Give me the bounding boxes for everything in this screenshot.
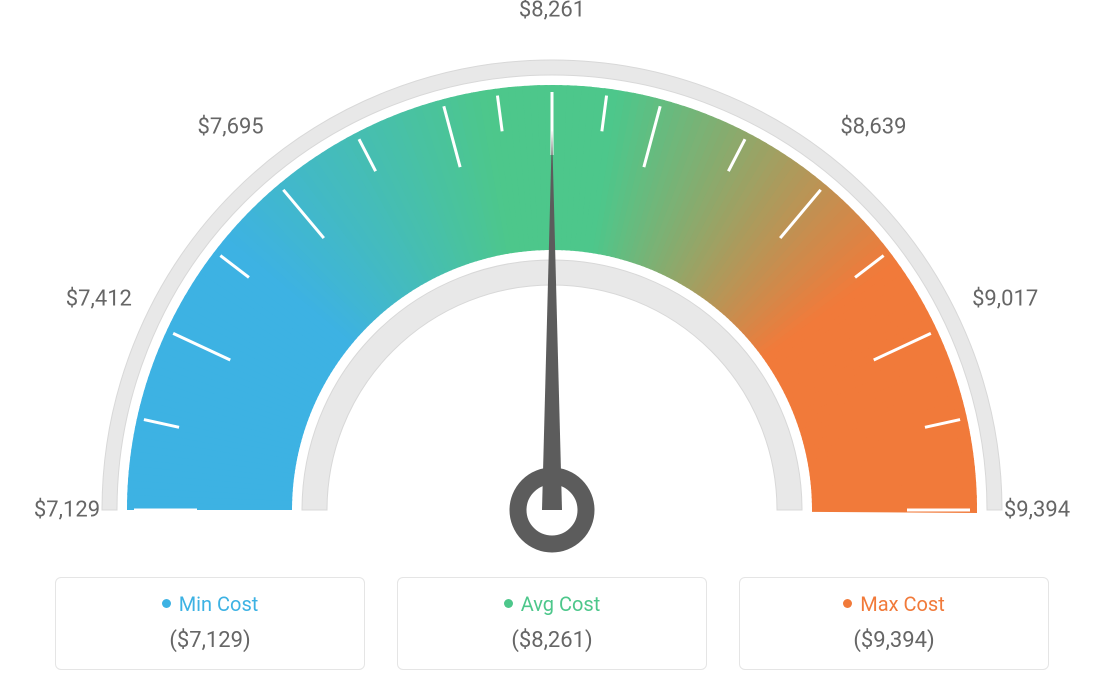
dot-icon [843, 599, 852, 608]
legend-row: Min Cost ($7,129) Avg Cost ($8,261) Max … [0, 577, 1104, 670]
gauge-scale-label: $7,695 [198, 114, 264, 139]
legend-title-max: Max Cost [750, 592, 1038, 616]
gauge-scale-label: $7,412 [66, 286, 132, 311]
legend-card-avg: Avg Cost ($8,261) [397, 577, 707, 670]
legend-card-max: Max Cost ($9,394) [739, 577, 1049, 670]
legend-value-max: ($9,394) [750, 628, 1038, 653]
dot-icon [162, 599, 171, 608]
legend-value-min: ($7,129) [66, 628, 354, 653]
legend-title-text: Min Cost [179, 592, 259, 616]
gauge-scale-label: $8,639 [840, 114, 906, 139]
legend-title-text: Max Cost [860, 592, 945, 616]
gauge-scale-label: $9,394 [1004, 498, 1070, 523]
gauge-scale-label: $8,261 [519, 0, 585, 23]
gauge-scale-label: $7,129 [34, 498, 100, 523]
cost-gauge: $7,129 $7,412 $7,695 $8,261 $8,639 $9,017 $9,3… [0, 0, 1104, 560]
legend-title-text: Avg Cost [521, 592, 601, 616]
gauge-scale-label: $9,017 [972, 286, 1038, 311]
legend-title-avg: Avg Cost [408, 592, 696, 616]
legend-value-avg: ($8,261) [408, 628, 696, 653]
legend-title-min: Min Cost [66, 592, 354, 616]
gauge-svg [0, 0, 1104, 560]
legend-card-min: Min Cost ($7,129) [55, 577, 365, 670]
dot-icon [504, 599, 513, 608]
